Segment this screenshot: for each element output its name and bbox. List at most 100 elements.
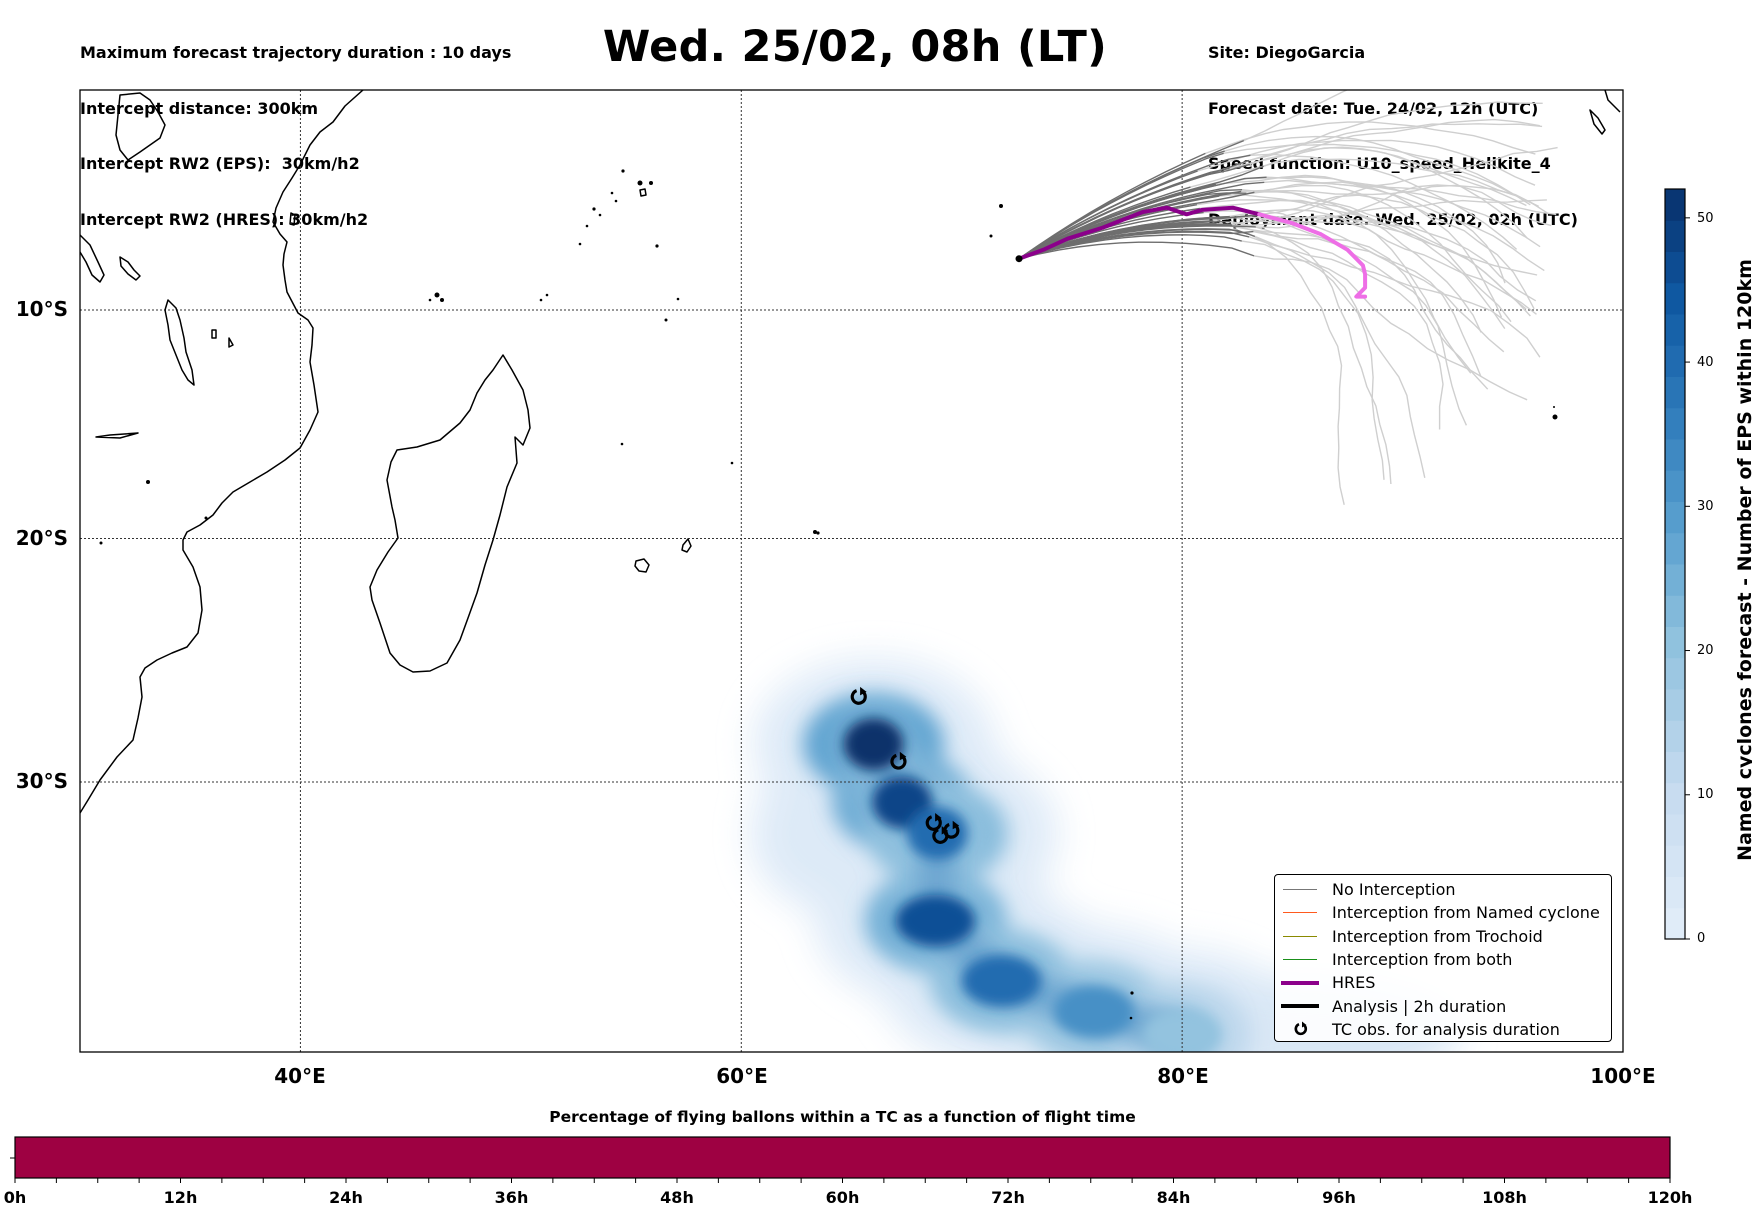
colorbar-tick-30: 30 xyxy=(1697,499,1714,514)
colorbar-tick-20: 20 xyxy=(1697,643,1714,658)
bar-tick-label: 60h xyxy=(825,1188,860,1207)
colorbar-step xyxy=(1665,751,1685,784)
ensemble-trajectory-late xyxy=(1243,90,1349,142)
madagascar-coast xyxy=(369,354,531,673)
gridlines xyxy=(80,90,1623,1052)
ensemble-trajectory-late xyxy=(1241,240,1385,480)
colorbar-tick-40: 40 xyxy=(1697,355,1714,370)
legend-label: Interception from both xyxy=(1332,950,1513,970)
lat-label-10s: 10°S xyxy=(15,297,68,321)
ensemble-trajectory-late xyxy=(1257,199,1547,219)
colorbar-step xyxy=(1665,282,1685,315)
legend-item-named-cyclone: Interception from Named cyclone xyxy=(1275,901,1611,924)
cyclone-icon xyxy=(925,813,942,831)
cyclone-icon-arrow xyxy=(935,813,942,822)
tc-observations xyxy=(850,686,960,844)
ensemble-trajectory-late xyxy=(1224,135,1535,205)
ensemble-trajectory-late xyxy=(1254,181,1506,284)
cyclone-icon-arc xyxy=(850,689,867,705)
legend-item-analysis: Analysis | 2h duration xyxy=(1275,994,1611,1017)
header-line-duration: Maximum forecast trajectory duration : 1… xyxy=(80,43,512,62)
bar-tick-label: 108h xyxy=(1482,1188,1527,1207)
lat-label-30s: 30°S xyxy=(15,769,68,793)
lake-victoria xyxy=(115,92,166,161)
ensemble-trajectory-late xyxy=(1250,153,1518,250)
lat-label-20s: 20°S xyxy=(15,526,68,550)
ensemble-trajectory-late xyxy=(1231,224,1468,426)
cyclone-icon xyxy=(943,820,960,839)
ensemble-trajectory-late xyxy=(1231,146,1558,225)
coastlines xyxy=(80,90,1621,814)
ensemble-trajectory-early xyxy=(1018,214,1252,260)
hres-track-early xyxy=(1017,205,1262,261)
colorbar-ticks xyxy=(1685,217,1690,940)
bar-tick-label: 96h xyxy=(1322,1188,1356,1207)
colorbar-step xyxy=(1665,814,1685,846)
colorbar-step xyxy=(1665,564,1685,596)
ensemble-trajectory-late xyxy=(1205,121,1536,155)
colorbar-tick-10: 10 xyxy=(1697,787,1714,802)
seychelles-island xyxy=(639,188,647,197)
cyclone-icon-arrow xyxy=(899,751,907,761)
header-line-intercept-eps: Intercept RW2 (EPS): 30km/h2 xyxy=(80,154,360,173)
colorbar-step xyxy=(1665,782,1685,815)
ensemble-trajectory-late xyxy=(1190,158,1540,208)
page-title: Wed. 25/02, 08h (LT) xyxy=(602,22,1108,72)
ensemble-trajectory-late xyxy=(1253,230,1444,430)
legend-label: Analysis | 2h duration xyxy=(1332,996,1507,1016)
cyclone-icon-arrow xyxy=(952,820,960,830)
ensemble-trajectory-late xyxy=(1241,184,1512,323)
africa-coast xyxy=(80,90,364,814)
density-field xyxy=(750,659,1463,1052)
colorbar-step xyxy=(1665,876,1685,909)
legend-item-trochoid: Interception from Trochoid xyxy=(1275,925,1611,948)
lon-label-60e: 60°E xyxy=(716,1064,768,1088)
colorbar-step xyxy=(1665,720,1685,752)
colorbar-step xyxy=(1665,251,1685,284)
cyclone-icon-arc xyxy=(890,753,907,770)
colorbar-step xyxy=(1665,845,1685,877)
density-core-blob xyxy=(961,955,1042,1008)
density-core-blob xyxy=(843,718,904,771)
colorbar-step xyxy=(1665,314,1685,346)
colorbar-step xyxy=(1665,626,1685,659)
cyclone-icon-arrow xyxy=(941,826,949,835)
bar-tick-label: 24h xyxy=(329,1188,363,1207)
ensemble-trajectory-early xyxy=(1018,224,1233,260)
colorbar-label: Named cyclones forecast - Number of EPS … xyxy=(1734,259,1752,861)
cyclone-icon-arc xyxy=(932,828,949,844)
legend-item-both: Interception from both xyxy=(1275,948,1611,971)
colorbar-step xyxy=(1665,532,1685,565)
ensemble-trajectory-late xyxy=(1254,235,1426,478)
deployment-site-marker xyxy=(1015,255,1023,263)
sumatra-island xyxy=(1589,109,1606,135)
ensemble-trajectory-late xyxy=(1263,146,1528,239)
ensemble-trajectory-late xyxy=(1248,101,1543,162)
cyclone-icon-arc xyxy=(925,815,942,831)
cyclone-icon xyxy=(1294,1021,1308,1036)
bar-chart-title: Percentage of flying ballons within a TC… xyxy=(549,1108,1136,1126)
bar-tick-label: 72h xyxy=(991,1188,1025,1207)
ensemble-trajectory-early xyxy=(1018,189,1243,260)
lake-tanganyika xyxy=(80,234,105,283)
colorbar-step xyxy=(1665,220,1685,252)
lon-label-40e: 40°E xyxy=(274,1064,326,1088)
colorbar-step xyxy=(1665,376,1685,409)
legend-label: No Interception xyxy=(1332,880,1456,900)
cyclone-icon xyxy=(932,826,949,844)
bar-tick-label: 36h xyxy=(494,1188,529,1207)
legend-label: TC obs. for analysis duration xyxy=(1332,1019,1560,1039)
legend-item-hres: HRES xyxy=(1275,971,1611,994)
legend-line-icon xyxy=(1280,912,1320,914)
legend-item-no-interception: No Interception xyxy=(1275,878,1611,901)
colorbar-step xyxy=(1665,439,1685,471)
colorbar-steps xyxy=(1665,189,1685,940)
legend-line-icon xyxy=(1280,1004,1320,1009)
bar-tick-label: 12h xyxy=(163,1188,198,1207)
ensemble-trajectory-late xyxy=(1203,210,1482,377)
bar-tick-label: 0h xyxy=(3,1188,27,1207)
comoros-island-1 xyxy=(211,329,217,339)
ensemble-trajectory-late xyxy=(1197,139,1536,186)
colorbar-tick-0: 0 xyxy=(1697,931,1706,946)
bar-tick-label: 120h xyxy=(1647,1188,1693,1207)
